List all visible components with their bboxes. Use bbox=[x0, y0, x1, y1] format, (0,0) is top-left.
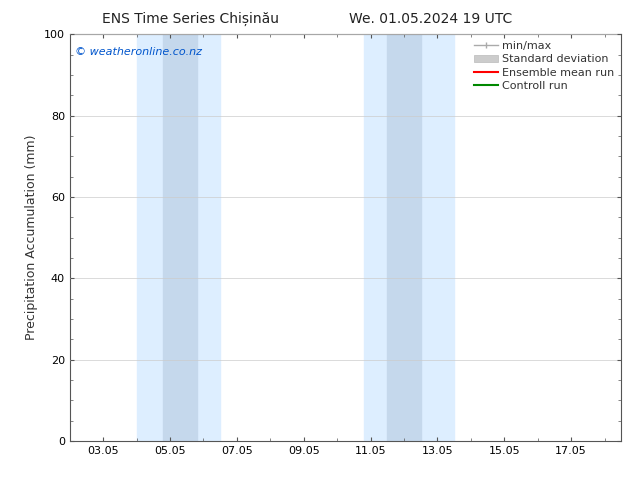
Text: © weatheronline.co.nz: © weatheronline.co.nz bbox=[75, 47, 202, 56]
Bar bbox=[136, 34, 220, 441]
Bar bbox=[164, 34, 197, 441]
Text: ENS Time Series Chișinău: ENS Time Series Chișinău bbox=[101, 12, 279, 26]
Legend: min/max, Standard deviation, Ensemble mean run, Controll run: min/max, Standard deviation, Ensemble me… bbox=[469, 37, 619, 96]
Y-axis label: Precipitation Accumulation (mm): Precipitation Accumulation (mm) bbox=[25, 135, 38, 341]
Text: We. 01.05.2024 19 UTC: We. 01.05.2024 19 UTC bbox=[349, 12, 513, 26]
Bar bbox=[364, 34, 454, 441]
Bar bbox=[387, 34, 421, 441]
